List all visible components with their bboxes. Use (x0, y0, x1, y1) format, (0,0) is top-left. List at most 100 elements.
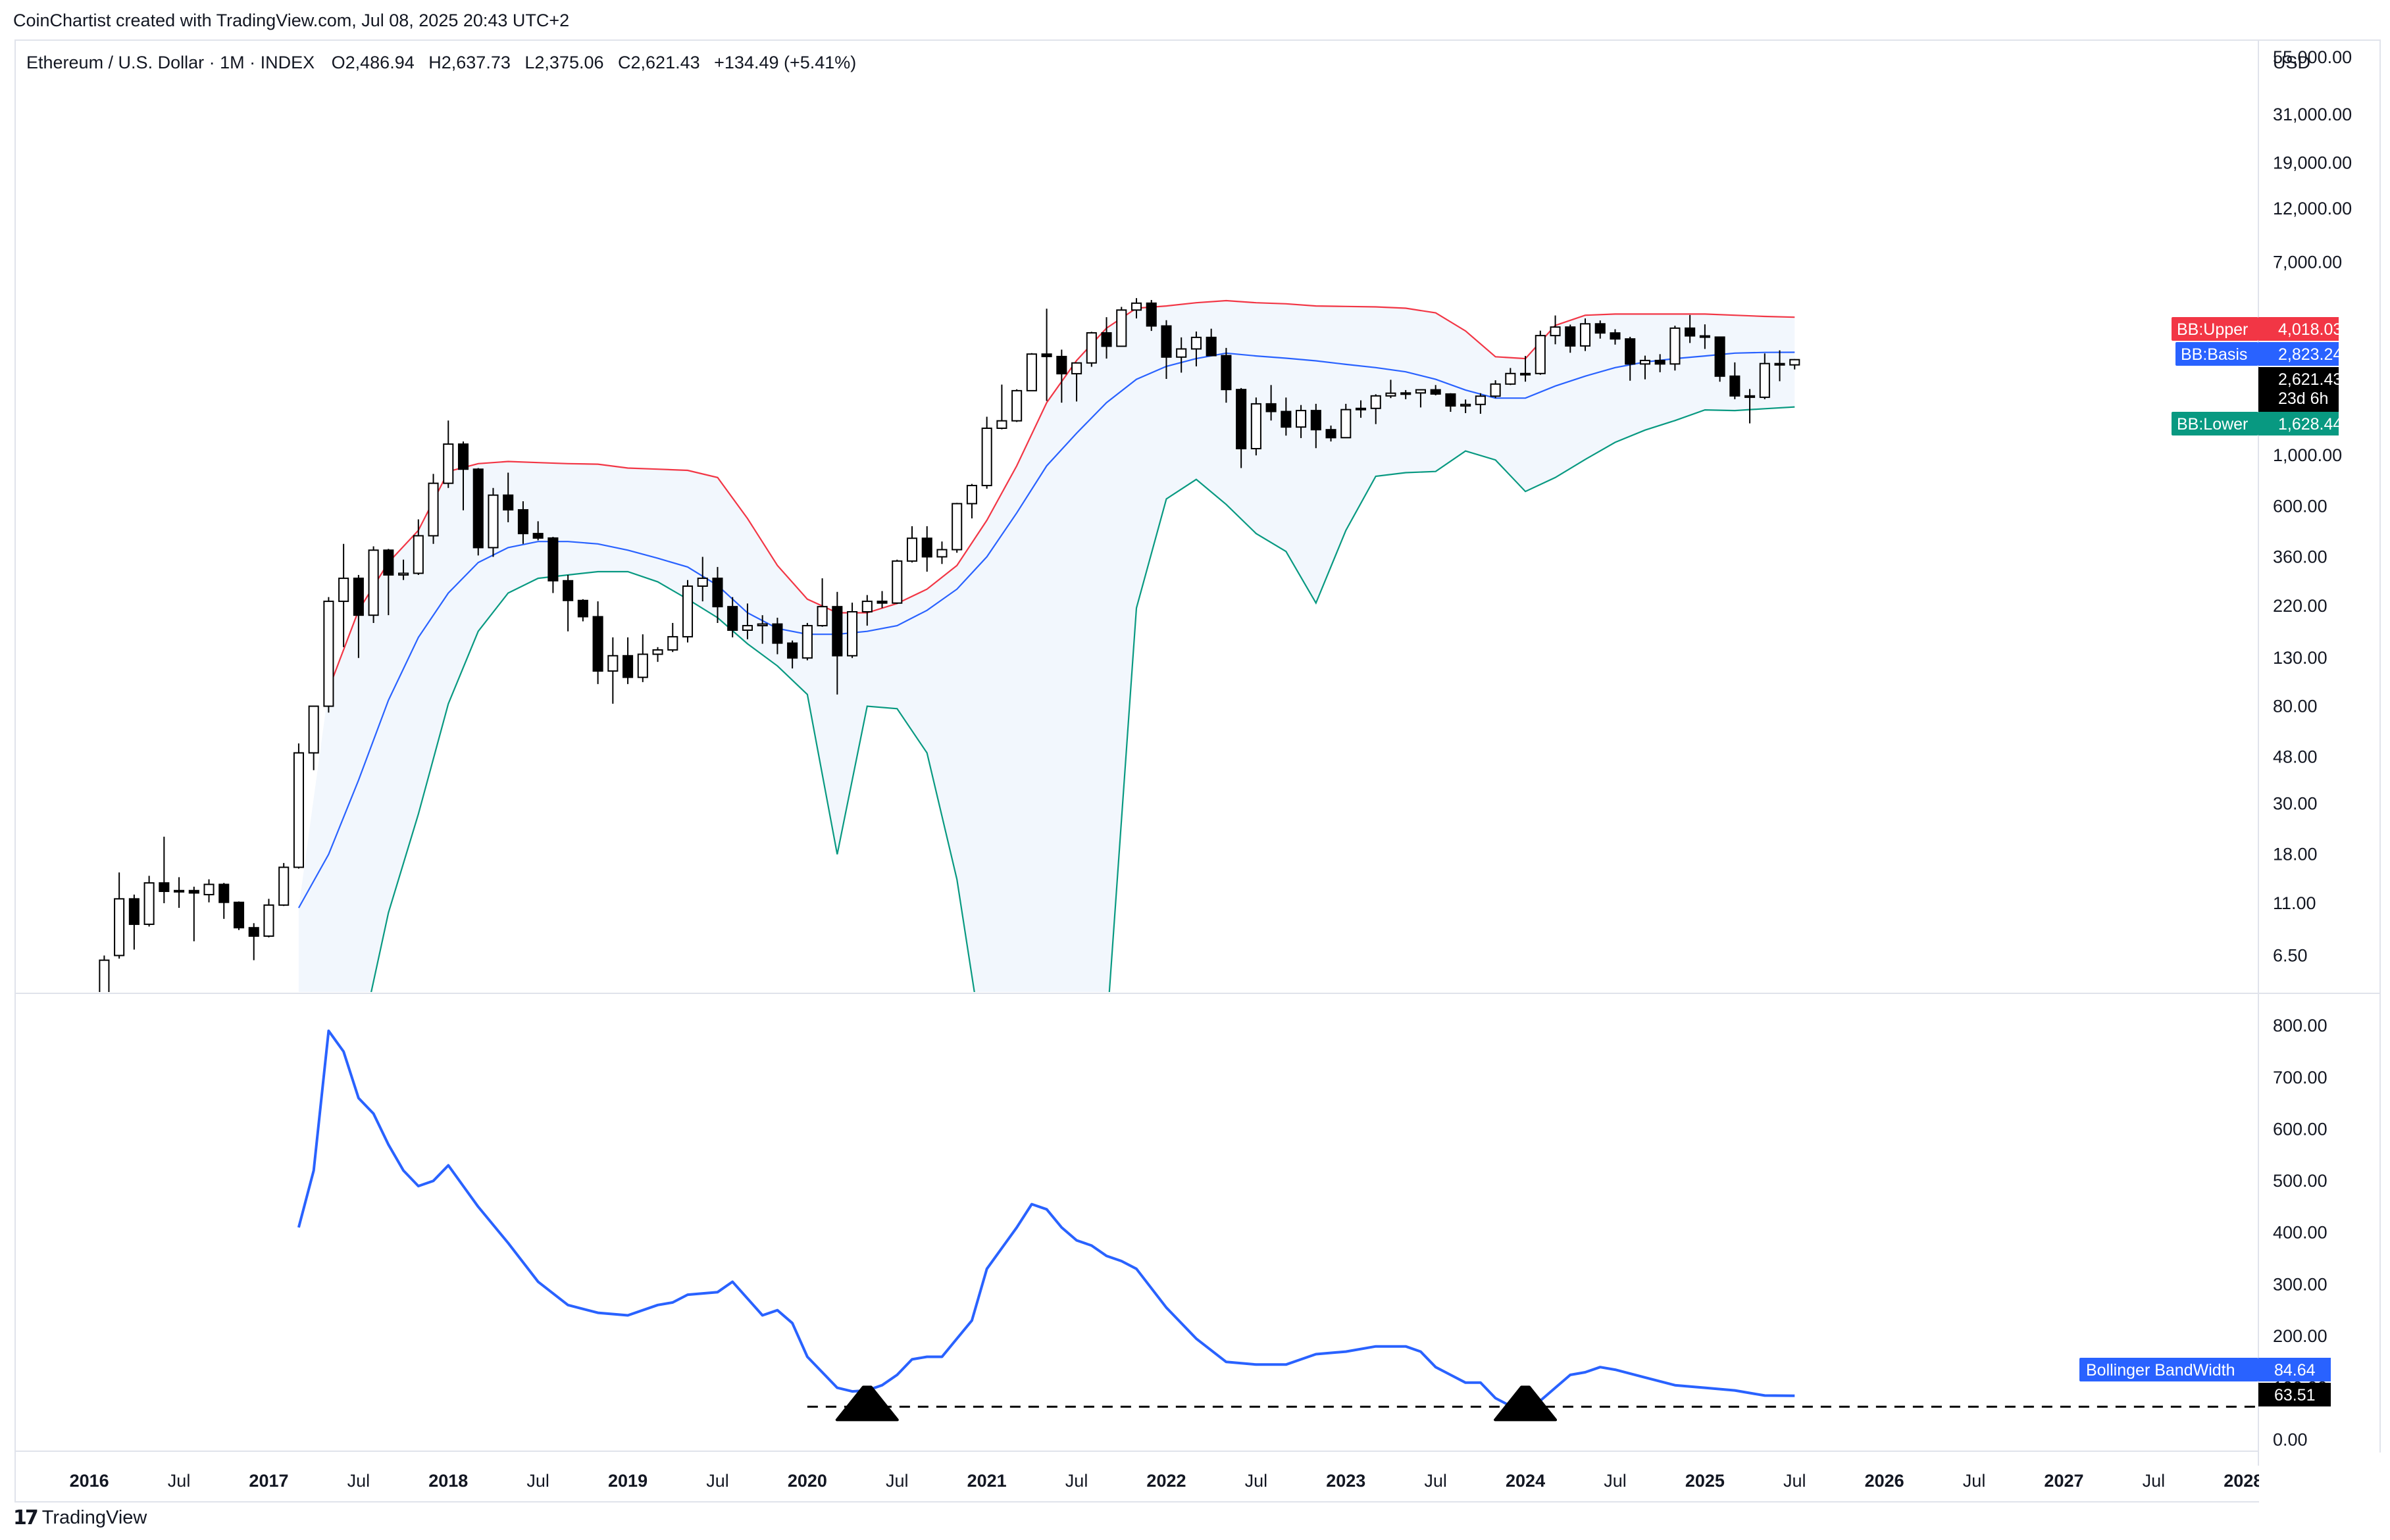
candle[interactable] (203, 879, 215, 903)
candle[interactable] (1550, 315, 1561, 345)
candle[interactable] (1206, 328, 1217, 357)
candle[interactable] (592, 601, 603, 684)
candle[interactable] (218, 883, 230, 919)
candle[interactable] (1520, 356, 1531, 382)
candle[interactable] (697, 557, 708, 602)
candle[interactable] (517, 501, 528, 544)
candle[interactable] (1101, 317, 1112, 359)
candle[interactable] (921, 526, 932, 572)
candle[interactable] (1296, 405, 1307, 438)
candle[interactable] (1190, 331, 1202, 366)
candle[interactable] (323, 597, 334, 713)
candle[interactable] (981, 416, 992, 489)
candle[interactable] (623, 637, 634, 684)
candle[interactable] (1445, 393, 1456, 412)
candle[interactable] (1310, 403, 1321, 449)
candle[interactable] (368, 546, 379, 623)
candle[interactable] (1236, 387, 1247, 468)
candle[interactable] (1505, 368, 1516, 385)
candle[interactable] (503, 472, 514, 522)
candle[interactable] (1325, 425, 1336, 442)
candle[interactable] (906, 526, 918, 563)
price-axis[interactable]: 55,000.00 31,000.00 19,000.00 12,000.00 7,00… (2273, 47, 2352, 965)
candle[interactable] (1056, 349, 1067, 403)
candle[interactable] (1490, 380, 1501, 399)
candle[interactable] (742, 603, 753, 639)
candle[interactable] (1221, 347, 1232, 403)
candle[interactable] (278, 862, 290, 907)
candle[interactable] (1685, 314, 1696, 343)
candle[interactable] (952, 503, 963, 553)
candle[interactable] (1639, 355, 1650, 380)
candle[interactable] (1385, 380, 1396, 399)
candle[interactable] (398, 559, 409, 580)
candle[interactable] (353, 574, 364, 658)
candle[interactable] (682, 580, 694, 643)
up-triangle-marker[interactable] (835, 1385, 899, 1422)
candle[interactable] (1430, 385, 1441, 395)
candle[interactable] (1041, 309, 1052, 401)
candle[interactable] (667, 622, 678, 653)
candle[interactable] (159, 836, 170, 904)
candle[interactable] (1071, 362, 1082, 402)
candle[interactable] (801, 622, 813, 660)
candle[interactable] (338, 543, 349, 647)
candle[interactable] (1625, 336, 1636, 381)
candle[interactable] (1400, 389, 1411, 399)
candle[interactable] (488, 487, 499, 557)
candle[interactable] (472, 468, 484, 556)
candle[interactable] (1250, 397, 1261, 456)
candle[interactable] (1460, 399, 1471, 414)
candle[interactable] (861, 595, 873, 626)
candle[interactable] (1265, 385, 1277, 421)
candle[interactable] (1714, 336, 1725, 382)
candle[interactable] (996, 384, 1007, 430)
candle[interactable] (383, 549, 394, 616)
candle[interactable] (607, 637, 619, 704)
candle[interactable] (563, 574, 574, 632)
candle[interactable] (1594, 320, 1606, 339)
candle[interactable] (1774, 350, 1785, 382)
candle[interactable] (143, 876, 155, 927)
symbol-legend[interactable]: Ethereum / U.S. Dollar · 1M · INDEX O2,4… (26, 53, 856, 72)
candle[interactable] (936, 541, 948, 564)
candle[interactable] (727, 597, 738, 637)
candle[interactable] (99, 955, 110, 1163)
candle[interactable] (1340, 403, 1352, 439)
candle[interactable] (1654, 354, 1665, 372)
candle[interactable] (532, 521, 544, 541)
footer-brand[interactable]: 17 TradingView (13, 1506, 147, 1529)
candle[interactable] (652, 647, 663, 662)
currency-label[interactable]: USD (2273, 53, 2310, 72)
candle[interactable] (174, 877, 185, 908)
candle[interactable] (248, 923, 259, 960)
candle[interactable] (443, 420, 454, 488)
candle[interactable] (308, 705, 319, 770)
candle[interactable] (1789, 359, 1800, 370)
candle[interactable] (1535, 330, 1546, 375)
candle[interactable] (1475, 393, 1486, 414)
candle[interactable] (1744, 389, 1756, 424)
candle[interactable] (1131, 298, 1142, 319)
candle[interactable] (772, 618, 783, 655)
candle[interactable] (1176, 337, 1187, 373)
price-pane[interactable] (99, 298, 1800, 1164)
candle[interactable] (712, 566, 723, 623)
candle[interactable] (892, 559, 903, 605)
candle[interactable] (188, 886, 199, 941)
candle[interactable] (547, 537, 559, 593)
candle[interactable] (1729, 362, 1741, 399)
candle[interactable] (1610, 329, 1621, 345)
candle[interactable] (787, 640, 798, 669)
candle[interactable] (413, 519, 424, 575)
candle[interactable] (832, 591, 843, 695)
candle[interactable] (1565, 324, 1576, 353)
candle[interactable] (1086, 332, 1097, 367)
candle[interactable] (1699, 324, 1710, 349)
candle[interactable] (457, 441, 469, 510)
candle[interactable] (966, 484, 977, 519)
candle[interactable] (263, 899, 274, 937)
up-triangle-marker[interactable] (1494, 1385, 1558, 1422)
bandwidth-pane[interactable] (297, 1030, 2258, 1422)
